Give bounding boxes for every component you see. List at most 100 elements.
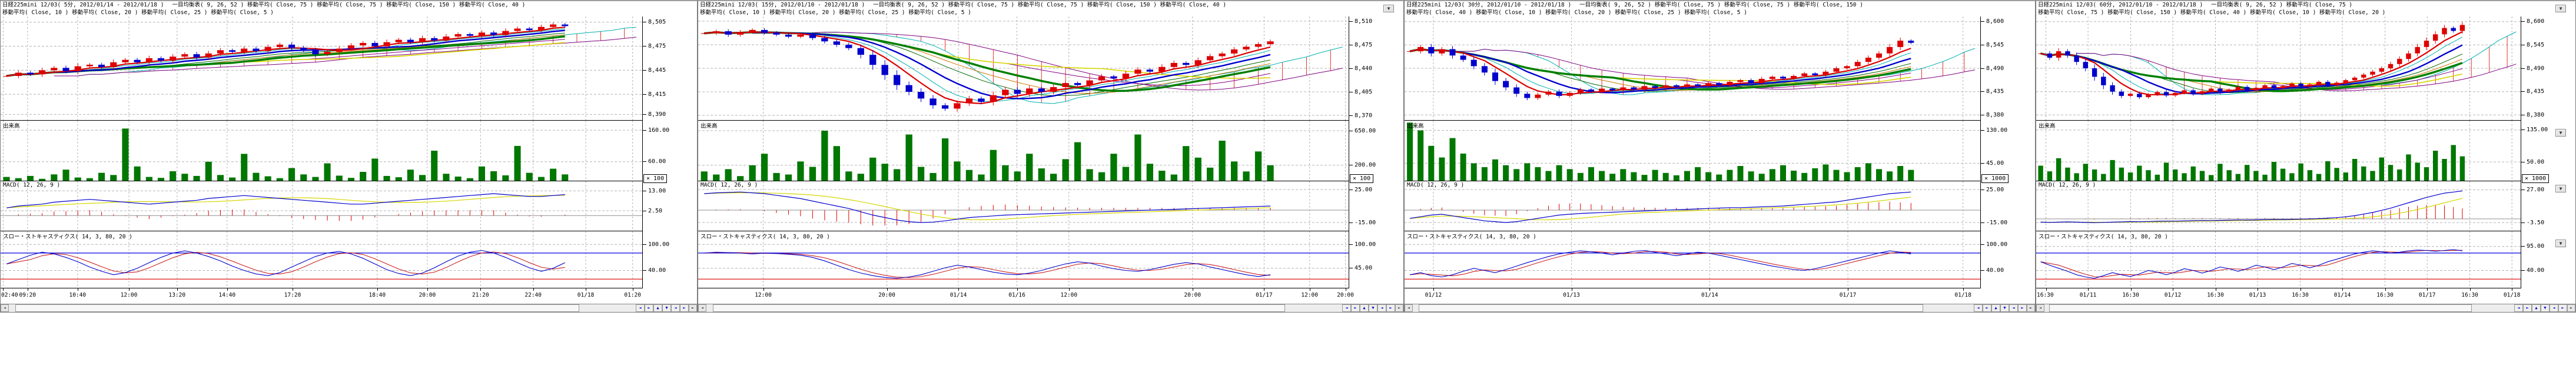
chart-nav-button[interactable]: ▼	[662, 304, 671, 312]
chart-nav-button[interactable]: ▲	[1360, 304, 1369, 312]
scrollbar-thumb[interactable]	[712, 304, 1285, 312]
scrollbar-left-arrow[interactable]: ◄	[698, 304, 706, 312]
chart-nav-button[interactable]: ◄	[671, 304, 680, 312]
pane-menu-dropdown-button[interactable]: ▼	[2555, 5, 2566, 12]
time-tick-mark	[129, 288, 130, 291]
scrollbar-track[interactable]	[2044, 304, 2514, 312]
chart-nav-button[interactable]: ◄	[2550, 304, 2558, 312]
stochastics-axis-label: 100.00	[1349, 241, 1376, 248]
price-axis-label: 8,415	[643, 91, 666, 98]
chart-nav-button[interactable]: ▼	[2000, 304, 2009, 312]
chart-nav-button[interactable]: ▲	[1991, 304, 2000, 312]
time-tick-mark	[2088, 288, 2089, 291]
time-tick-label: 01/14	[950, 292, 967, 298]
chart-nav-button[interactable]: ◄	[1377, 304, 1386, 312]
stochastics-chart	[698, 231, 1349, 288]
scrollbar-left-arrow[interactable]: ◄	[2036, 304, 2044, 312]
time-tick-label: 16:30	[2376, 292, 2394, 298]
chart-header: 日経225mini 12/03( 5分, 2012/01/14 - 2012/0…	[1, 1, 697, 16]
chart-nav-button[interactable]: ►	[2523, 304, 2532, 312]
volume-chart	[2036, 121, 2521, 181]
chart-nav-button[interactable]: ►	[1386, 304, 1395, 312]
price-pane	[1, 16, 642, 121]
scrollbar-right-arrow[interactable]: ►	[2567, 304, 2575, 312]
chart-nav-button-group: ◄ ► ▲ ▼ ◄ ►	[1974, 304, 2027, 312]
stochastics-pane: スロー・ストキャスティクス( 14, 3, 80, 20 )	[698, 231, 1349, 288]
time-tick-label: 02:40	[1, 292, 18, 298]
macd-pane: MACD( 12, 26, 9 )	[698, 181, 1349, 231]
time-tick-label: 21:20	[472, 292, 489, 298]
time-tick-label: 12:00	[755, 292, 772, 298]
horizontal-scrollbar[interactable]: ◄ ◄ ► ▲ ▼ ◄ ► ►	[698, 304, 1403, 312]
scrollbar-thumb[interactable]	[1418, 304, 1924, 312]
scrollbar-track[interactable]	[1413, 304, 1974, 312]
scrollbar-left-arrow[interactable]: ◄	[1, 304, 9, 312]
pane-menu-dropdown-button[interactable]: ▼	[1383, 5, 1394, 12]
volume-multiplier-box: × 1000	[2522, 174, 2550, 183]
time-axis: 12:00 20:00 01/14 01/16 12:00 20:00 01/17 12:00…	[698, 288, 1354, 305]
time-tick-mark	[533, 288, 534, 291]
chart-nav-button[interactable]: ▲	[2532, 304, 2541, 312]
pane-menu-dropdown-button[interactable]: ▼	[2555, 240, 2566, 247]
pane-menu-dropdown-button[interactable]: ▼	[2555, 185, 2566, 192]
chart-nav-button[interactable]: ►	[2018, 304, 2027, 312]
stochastics-axis-label: 45.00	[1349, 265, 1372, 272]
time-tick-label: 01/17	[1256, 292, 1273, 298]
horizontal-scrollbar[interactable]: ◄ ◄ ► ▲ ▼ ◄ ► ►	[2036, 304, 2575, 312]
time-tick-label: 01/13	[1563, 292, 1580, 298]
horizontal-scrollbar[interactable]: ◄ ◄ ► ▲ ▼ ◄ ► ►	[1405, 304, 2035, 312]
macd-chart	[2036, 181, 2521, 231]
chart-nav-button[interactable]: ◄	[636, 304, 645, 312]
volume-chart	[698, 121, 1349, 181]
chart-nav-button[interactable]: ►	[645, 304, 653, 312]
price-axis-label: 8,390	[643, 111, 666, 118]
time-tick-label: 01/12	[2164, 292, 2182, 298]
chart-window-15min: 日経225mini 12/03( 15分, 2012/01/10 - 2012/…	[698, 0, 1404, 313]
macd-axis-label: 13.00	[643, 187, 666, 194]
macd-chart	[698, 181, 1349, 231]
horizontal-scrollbar[interactable]: ◄ ◄ ► ▲ ▼ ◄ ► ►	[1, 304, 697, 312]
chart-nav-button[interactable]: ◄	[1974, 304, 1983, 312]
stochastics-pane: スロー・ストキャスティクス( 14, 3, 80, 20 )	[2036, 231, 2521, 288]
chart-nav-button[interactable]: ▲	[653, 304, 662, 312]
time-tick-label: 20:00	[878, 292, 895, 298]
time-tick-label: 20:00	[419, 292, 436, 298]
chart-nav-button[interactable]: ►	[2558, 304, 2567, 312]
time-tick-label: 01/17	[1839, 292, 1857, 298]
price-pane	[698, 16, 1349, 121]
scrollbar-left-arrow[interactable]: ◄	[1405, 304, 1413, 312]
scrollbar-thumb[interactable]	[2049, 304, 2472, 312]
scrollbar-right-arrow[interactable]: ►	[689, 304, 697, 312]
chart-nav-button[interactable]: ▼	[2541, 304, 2550, 312]
volume-pane-label: 出来高	[2039, 123, 2056, 129]
scrollbar-right-arrow[interactable]: ►	[2027, 304, 2035, 312]
chart-nav-button[interactable]: ▼	[1369, 304, 1377, 312]
scrollbar-track[interactable]	[706, 304, 1342, 312]
macd-pane-label: MACD( 12, 26, 9 )	[3, 182, 61, 188]
chart-nav-button[interactable]: ◄	[1342, 304, 1351, 312]
time-tick-label: 01/16	[1008, 292, 1025, 298]
scrollbar-thumb[interactable]	[15, 304, 580, 312]
time-tick-label: 01:20	[624, 292, 641, 298]
chart-window-60min: 日経225mini 12/03( 60分, 2012/01/10 - 2012/…	[2036, 0, 2576, 313]
stochastics-pane-label: スロー・ストキャスティクス( 14, 3, 80, 20 )	[1407, 234, 1536, 240]
chart-header: 日経225mini 12/03( 15分, 2012/01/10 - 2012/…	[698, 1, 1403, 16]
chart-nav-button[interactable]: ◄	[2514, 304, 2523, 312]
time-tick-label: 10:40	[69, 292, 87, 298]
time-tick-mark	[887, 288, 888, 291]
chart-nav-button[interactable]: ►	[1983, 304, 1991, 312]
chart-nav-button[interactable]: ►	[1351, 304, 1360, 312]
chart-nav-button[interactable]: ◄	[2009, 304, 2018, 312]
time-tick-label: 16:30	[2461, 292, 2478, 298]
scrollbar-right-arrow[interactable]: ►	[1395, 304, 1403, 312]
chart-nav-button[interactable]: ►	[680, 304, 689, 312]
time-tick-mark	[2469, 288, 2471, 291]
price-axis-label: 8,380	[1981, 111, 2004, 118]
pane-menu-dropdown-button[interactable]: ▼	[2555, 129, 2566, 137]
price-axis-column: × 100 8,510 8,475 8,440 8,405 8,370 650.00 200…	[1349, 5, 1403, 288]
scrollbar-track[interactable]	[9, 304, 636, 312]
price-chart	[1, 16, 642, 120]
volume-pane: 出来高	[698, 121, 1349, 181]
time-tick-label: 17:20	[284, 292, 301, 298]
